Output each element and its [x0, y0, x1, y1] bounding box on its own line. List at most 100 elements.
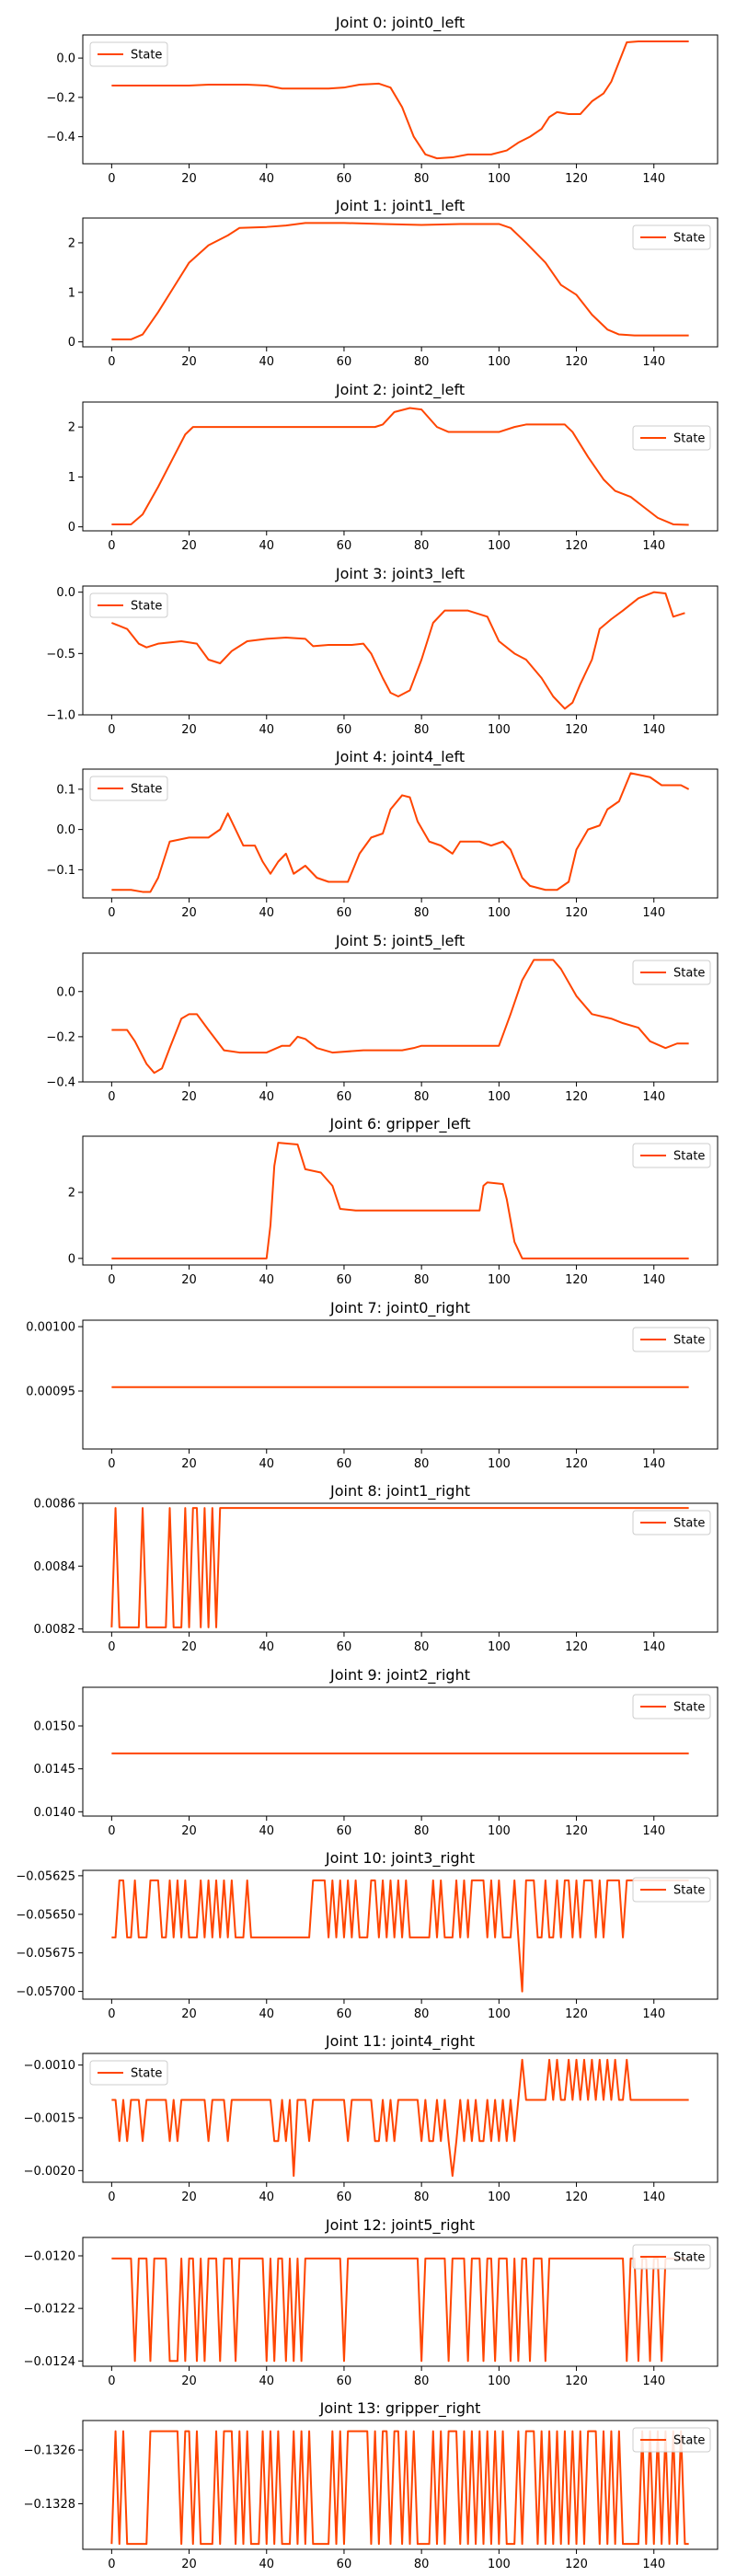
x-tick-label: 20 [181, 355, 197, 369]
x-tick-label: 140 [642, 539, 665, 553]
x-tick-label: 20 [181, 2558, 197, 2571]
x-tick-label: 60 [337, 2375, 352, 2388]
chart-panel-2: Joint 2: joint2_left 0 20 40 60 80 100 120 140 0 1… [68, 381, 719, 553]
x-tick-label: 60 [337, 2558, 352, 2571]
x-tick-label: 140 [642, 1273, 665, 1287]
legend: State [632, 1877, 711, 1903]
x-tick-label: 60 [337, 172, 352, 186]
chart-panel-7: Joint 7: joint0_right 0 20 40 60 80 100 120 140 0… [26, 1299, 719, 1471]
x-tick-label: 60 [337, 2007, 352, 2021]
chart-title: Joint 9: joint2_right [329, 1666, 470, 1685]
legend-box [632, 1327, 711, 1352]
x-tick-label: 100 [488, 2375, 511, 2388]
x-tick-label: 40 [259, 906, 274, 920]
x-tick-label: 0 [108, 723, 115, 737]
series-line-state [111, 1879, 689, 1993]
x-tick-label: 20 [181, 1457, 197, 1471]
x-tick-label: 100 [488, 1824, 511, 1838]
legend: State [632, 960, 711, 985]
x-tick-label: 140 [642, 2007, 665, 2021]
x-tick-label: 100 [488, 1640, 511, 1654]
x-tick-label: 120 [565, 906, 588, 920]
chart-panel-0: Joint 0: joint0_left 0 20 40 60 80 100 120 140 0.… [46, 14, 719, 186]
chart-panel-11: Joint 11: joint4_right 0 20 40 60 80 100 120 140… [24, 2032, 719, 2204]
chart-panel-10: Joint 10: joint3_right 0 20 40 60 80 100 120 140… [16, 1849, 719, 2021]
x-tick-label: 20 [181, 2375, 197, 2388]
chart-title: Joint 1: joint1_left [335, 197, 465, 215]
legend: State [89, 41, 168, 67]
x-tick-label: 120 [565, 539, 588, 553]
x-tick-label: 60 [337, 906, 352, 920]
x-tick-label: 40 [259, 355, 274, 369]
x-tick-label: 80 [414, 1273, 430, 1287]
axes-frame [82, 217, 719, 348]
axes-frame [82, 1869, 719, 2000]
x-tick-label: 20 [181, 723, 197, 737]
x-tick-label: 100 [488, 172, 511, 186]
x-tick-label: 20 [181, 539, 197, 553]
x-tick-label: 120 [565, 1640, 588, 1654]
y-tick-label: −0.0122 [24, 2303, 75, 2317]
legend-label: State [673, 2251, 705, 2265]
legend-label: State [673, 232, 705, 246]
legend: State [632, 1327, 711, 1352]
y-tick-label: −0.1 [46, 864, 75, 878]
axes-frame [82, 768, 719, 899]
x-tick-label: 40 [259, 1824, 274, 1838]
x-tick-label: 0 [108, 1457, 115, 1471]
axes-frame [82, 1686, 719, 1817]
x-tick-label: 100 [488, 539, 511, 553]
y-tick-label: −0.0010 [24, 2059, 75, 2073]
y-tick-label: 2 [68, 421, 75, 435]
y-tick-label: 0.0 [56, 586, 75, 600]
x-tick-label: 140 [642, 906, 665, 920]
chart-title: Joint 6: gripper_left [329, 1115, 471, 1133]
y-tick-label: −0.0120 [24, 2250, 75, 2264]
x-tick-label: 60 [337, 2191, 352, 2204]
axes-frame [82, 2237, 719, 2367]
x-tick-label: 40 [259, 1457, 274, 1471]
x-tick-label: 40 [259, 2558, 274, 2571]
x-tick-label: 20 [181, 2007, 197, 2021]
x-tick-label: 60 [337, 539, 352, 553]
legend: State [89, 776, 168, 801]
chart-title: Joint 12: joint5_right [325, 2216, 475, 2235]
y-tick-label: −0.5 [46, 648, 75, 661]
chart-title: Joint 8: joint1_right [329, 1482, 470, 1501]
x-tick-label: 100 [488, 723, 511, 737]
chart-title: Joint 4: joint4_left [335, 748, 465, 766]
x-tick-label: 140 [642, 1640, 665, 1654]
chart-title: Joint 7: joint0_right [329, 1299, 470, 1317]
legend-box [89, 41, 168, 67]
legend-label: State [131, 2067, 162, 2081]
axes-frame [82, 1319, 719, 1450]
x-tick-label: 80 [414, 1090, 430, 1104]
chart-panel-12: Joint 12: joint5_right 0 20 40 60 80 100 120 140… [24, 2216, 719, 2388]
chart-panel-3: Joint 3: joint3_left 0 20 40 60 80 100 120 140 0.… [46, 565, 719, 737]
x-tick-label: 0 [108, 2191, 115, 2204]
y-tick-label: −0.0124 [24, 2355, 75, 2369]
x-tick-label: 100 [488, 2007, 511, 2021]
y-tick-label: −0.05700 [16, 1985, 75, 1999]
chart-panel-9: Joint 9: joint2_right 0 20 40 60 80 100 120 140 0… [34, 1666, 719, 1838]
x-tick-label: 100 [488, 1090, 511, 1104]
x-tick-label: 20 [181, 1273, 197, 1287]
x-tick-label: 60 [337, 1824, 352, 1838]
x-tick-label: 120 [565, 1273, 588, 1287]
chart-title: Joint 10: joint3_right [325, 1849, 475, 1868]
legend-box [632, 1877, 711, 1903]
legend: State [632, 2244, 711, 2270]
x-tick-label: 140 [642, 172, 665, 186]
y-tick-label: 1 [68, 286, 75, 300]
legend-label: State [131, 783, 162, 797]
legend: State [89, 592, 168, 618]
x-tick-label: 40 [259, 172, 274, 186]
legend: State [632, 224, 711, 250]
x-tick-label: 0 [108, 355, 115, 369]
x-tick-label: 0 [108, 172, 115, 186]
axes-frame [82, 2420, 719, 2550]
series-line-state [111, 2058, 689, 2178]
legend-box [632, 2427, 711, 2453]
x-tick-label: 0 [108, 1273, 115, 1287]
legend: State [89, 2060, 168, 2086]
